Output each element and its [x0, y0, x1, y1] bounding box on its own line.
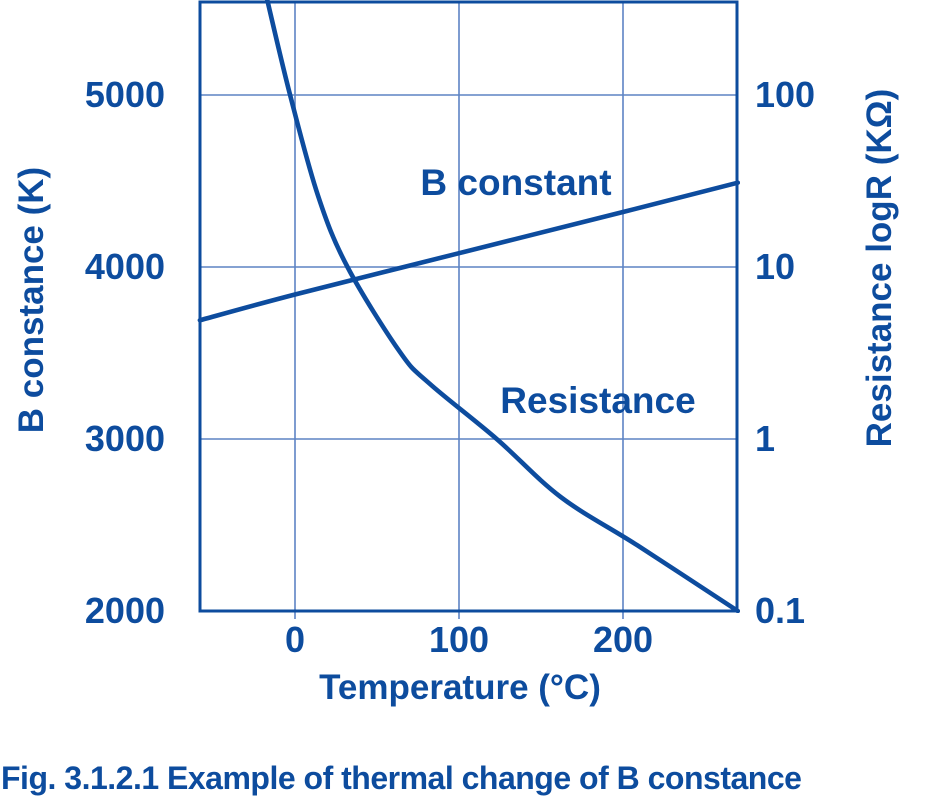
plot-series [197, 0, 740, 613]
vertical-gridlines [294, 3, 624, 619]
figure-caption: Fig. 3.1.2.1 Example of thermal change o… [1, 760, 802, 796]
x-axis-title: Temperature (°C) [319, 668, 601, 707]
series-label-resistance: Resistance [500, 380, 696, 421]
y-left-tick-label: 5000 [84, 74, 165, 115]
y-right-tick-label: 10 [755, 246, 796, 287]
x-tick-label: 100 [428, 619, 490, 660]
b-constant-curve [197, 180, 740, 323]
y-left-tick-label: 2000 [84, 590, 165, 631]
y-right-tick-label: 0.1 [755, 590, 806, 631]
y-right-tick-label: 100 [755, 74, 816, 115]
series-label-b-constant: B constant [420, 162, 612, 203]
plot-border [198, 0, 739, 613]
resistance-curve [264, 0, 740, 613]
y-right-tick-label: 1 [755, 418, 776, 459]
y-left-tick-label: 3000 [84, 418, 165, 459]
x-tick-label: 0 [284, 619, 306, 660]
y-right-axis-title: Resistance logR (KΩ) [860, 88, 899, 448]
x-tick-label: 200 [592, 619, 654, 660]
y-left-axis-title: B constance (K) [12, 166, 51, 434]
y-left-tick-label: 4000 [84, 246, 165, 287]
